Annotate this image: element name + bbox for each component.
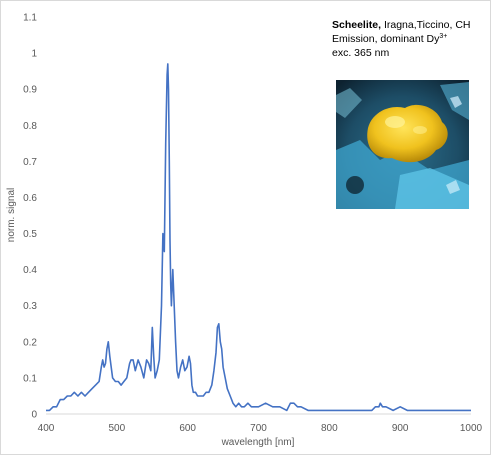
y-tick-label: 0.6: [23, 193, 37, 204]
y-tick-label: 0: [31, 410, 37, 421]
x-tick-labels: 400 500 600 700 800 900 1000: [38, 423, 483, 434]
annotation-line-1: Scheelite, Iragna,Ticcino, CH: [332, 19, 471, 31]
annotation-superscript: 3+: [439, 33, 447, 40]
annotation-mineral-name: Scheelite,: [332, 19, 381, 31]
x-tick-label: 900: [392, 423, 409, 434]
annotation-line-3: exc. 365 nm: [332, 47, 389, 59]
y-tick-label: 0.2: [23, 337, 37, 348]
y-tick-label: 0.9: [23, 85, 37, 96]
annotation-locality: Iragna,Ticcino, CH: [381, 19, 470, 31]
y-tick-label: 0.1: [23, 373, 37, 384]
y-tick-label: 0.8: [23, 121, 37, 132]
emission-series-line: [46, 63, 471, 412]
y-tick-label: 0.7: [23, 157, 37, 168]
x-tick-label: 400: [38, 423, 55, 434]
y-tick-label: 1: [31, 49, 37, 60]
x-tick-label: 600: [179, 423, 196, 434]
y-tick-label: 0.4: [23, 265, 37, 276]
x-axis-title: wavelength [nm]: [221, 437, 295, 448]
annotation-emission: Emission, dominant Dy: [332, 33, 440, 45]
x-tick-label: 800: [321, 423, 338, 434]
y-tick-label: 1.1: [23, 13, 37, 24]
y-tick-label: 0.5: [23, 229, 37, 240]
x-tick-label: 500: [108, 423, 125, 434]
x-tick-label: 1000: [460, 423, 483, 434]
annotation-line-2: Emission, dominant Dy3+: [332, 33, 447, 45]
y-tick-labels: 0 0.1 0.2 0.3 0.4 0.5 0.6 0.7 0.8 0.9 1 1.1: [23, 13, 37, 421]
y-tick-label: 0.3: [23, 301, 37, 312]
x-tick-label: 700: [250, 423, 267, 434]
specimen-photo: [336, 80, 469, 209]
y-axis-title: norm. signal: [6, 188, 17, 242]
